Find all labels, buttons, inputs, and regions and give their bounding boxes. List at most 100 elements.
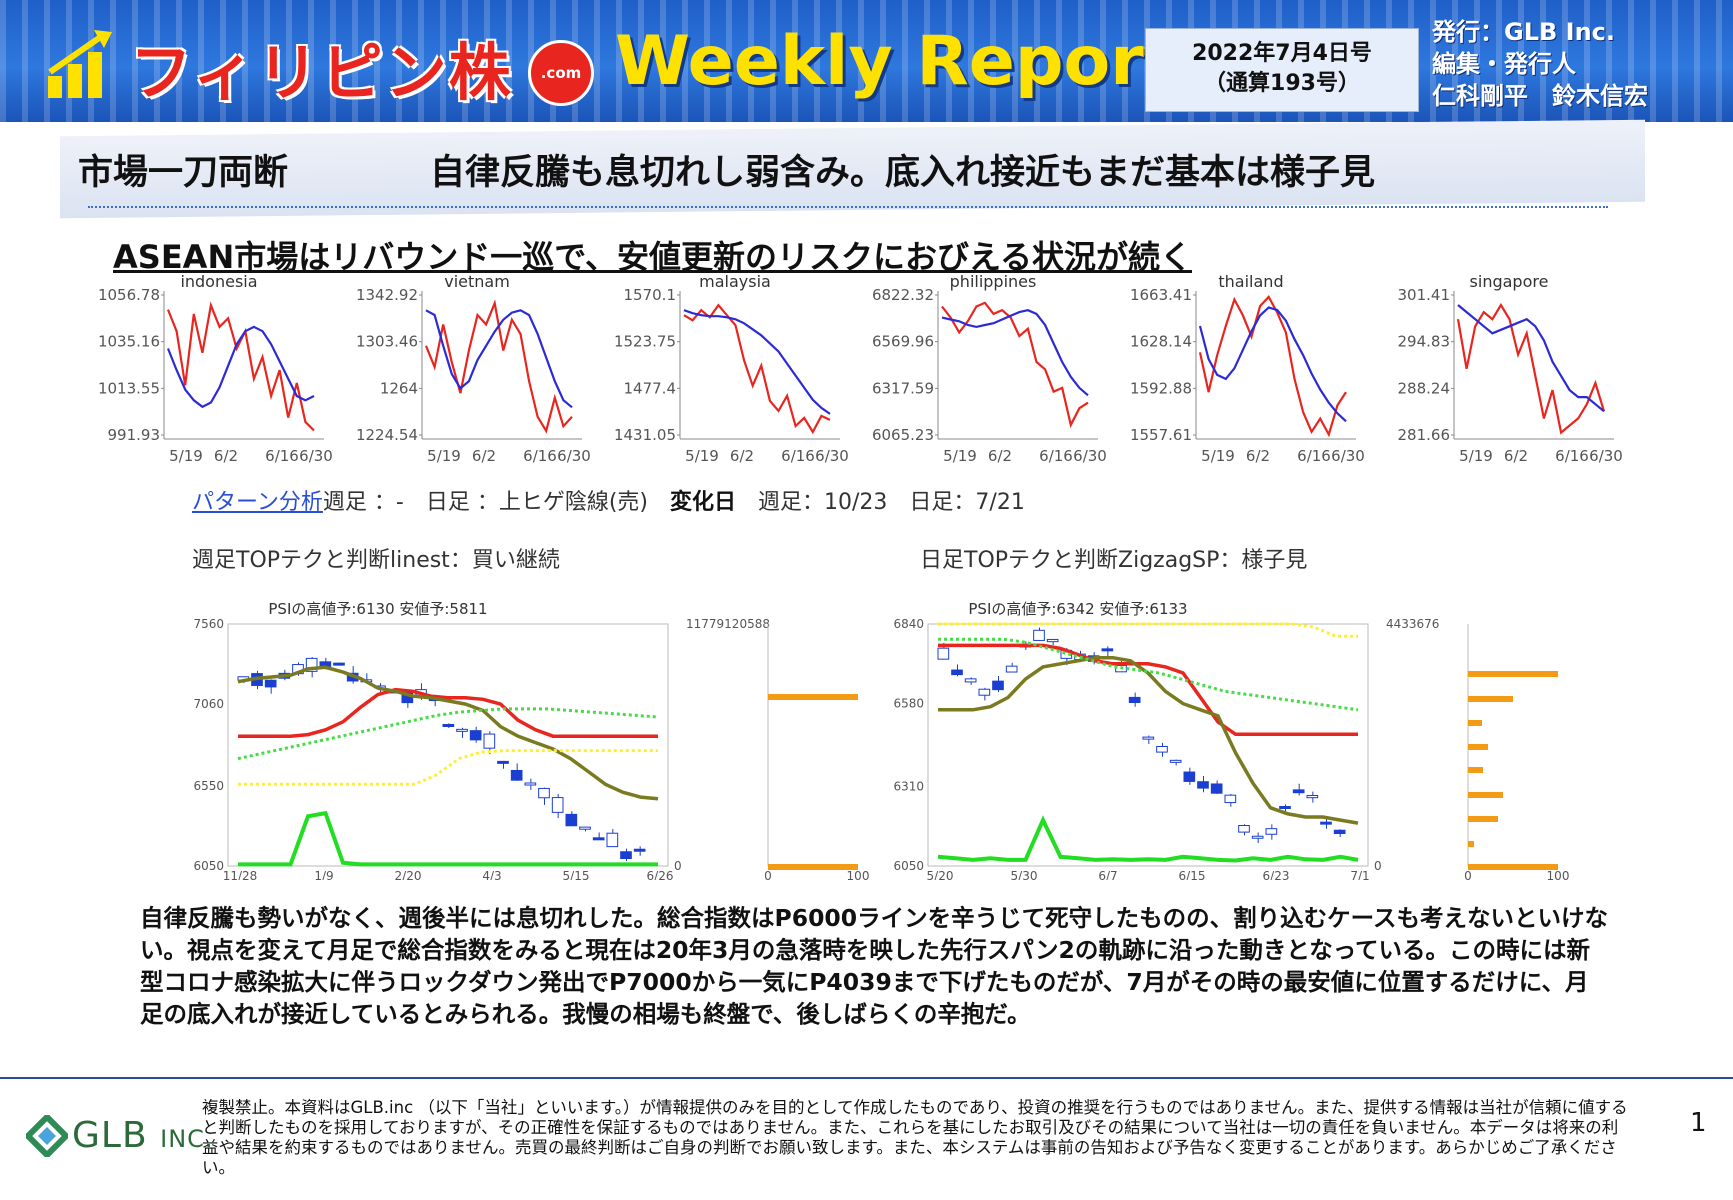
mini-x-tick: 6/30 <box>1589 447 1623 465</box>
issue-date: 2022年7月4日号 <box>1192 41 1372 66</box>
header-banner <box>0 0 1733 122</box>
mini-chart-philippines: philippines 6822.32 6569.96 6317.59 6065.23 5… <box>872 275 1107 465</box>
mini-chart-vietnam: vietnam 1342.92 1303.46 1264 1224.54 5/19 6/2 6… <box>356 275 591 465</box>
volume-bar <box>1468 744 1488 750</box>
mini-series-line-1 <box>941 309 1089 397</box>
pattern-analysis-line: パターン分析週足 ：- 日足 ：上ヒゲ陰線(売) 変化日 週足：10/23 日足… <box>192 484 1025 516</box>
mini-y-tick: 1264 <box>380 379 418 397</box>
volume-bar <box>1468 792 1503 798</box>
candle-body <box>551 797 564 813</box>
mini-y-tick: 1431.05 <box>614 426 676 444</box>
mini-y-tick: 281.66 <box>1398 426 1451 444</box>
mini-x-tick: 6/2 <box>472 447 496 465</box>
mini-x-tick: 6/16 <box>1555 447 1589 465</box>
glb-name: GLB <box>72 1115 148 1156</box>
mini-x-tick: 6/16 <box>523 447 557 465</box>
candle-body <box>1156 745 1168 753</box>
report-title: Weekly Report <box>615 22 1177 101</box>
candle-body <box>1224 794 1237 804</box>
tech-x-tick: 7/1 <box>1350 869 1369 880</box>
candle-body <box>1306 794 1319 799</box>
tech-y-tick: 6550 <box>193 779 224 793</box>
mini-x-tick: 5/19 <box>169 447 203 465</box>
mini-chart-malaysia: malaysia 1570.1 1523.75 1477.4 1431.05 5/19 6/… <box>614 275 849 465</box>
mini-chart-title: indonesia <box>180 275 257 291</box>
commentary-text: 自律反騰も勢いがなく、週後半には息切れした。総合指数はP6000ラインを辛うじて… <box>140 904 1608 1028</box>
candle-body <box>469 730 482 741</box>
mini-series-line-1 <box>683 309 831 415</box>
candle-body <box>1333 829 1346 835</box>
mini-y-tick: 1342.92 <box>356 286 418 304</box>
weekly-chart-caption: 週足TOPテクと判断linest：買い継続 <box>192 548 560 573</box>
mini-x-tick: 6/2 <box>214 447 238 465</box>
mini-chart-title: singapore <box>1470 275 1549 291</box>
disclaimer-text: 複製禁止。本資料はGLB.inc （以下「当社」といいます。）が情報提供のみを目… <box>202 1098 1628 1177</box>
mini-y-tick: 301.41 <box>1398 286 1451 304</box>
candle-body <box>937 647 950 660</box>
footer-divider <box>0 1077 1733 1079</box>
tech-x-tick: 6/15 <box>1179 869 1206 880</box>
mini-x-tick: 6/30 <box>1331 447 1365 465</box>
mini-chart-thailand: thailand 1663.41 1628.14 1592.88 1557.61 5/19… <box>1130 275 1365 465</box>
candle-body <box>1279 806 1291 810</box>
mini-y-tick: 294.83 <box>1398 333 1451 351</box>
pattern-analysis-link[interactable]: パターン分析 <box>192 490 323 515</box>
page-number: 1 <box>1690 1108 1707 1138</box>
pattern-text: 週足 ：- 日足 ：上ヒゲ陰線(売) <box>322 490 670 515</box>
candle-body <box>1238 824 1250 833</box>
mini-chart-title: thailand <box>1218 275 1283 291</box>
tech-x-tick: 6/23 <box>1263 869 1290 880</box>
volume-bar <box>1468 696 1513 702</box>
candle-body <box>1101 648 1114 652</box>
mini-y-tick: 1557.61 <box>1130 426 1192 444</box>
mini-y-tick: 1592.88 <box>1130 379 1192 397</box>
candle-body <box>333 662 345 666</box>
tech-y-tick: 6050 <box>893 859 924 873</box>
mini-y-tick: 1663.41 <box>1130 286 1192 304</box>
baseline-red <box>938 643 1358 737</box>
mini-chart-title: philippines <box>950 275 1037 291</box>
mini-x-tick: 6/2 <box>1504 447 1528 465</box>
mini-x-tick: 5/19 <box>1201 447 1235 465</box>
mini-y-tick: 6569.96 <box>872 333 934 351</box>
mini-chart-indonesia: indonesia 1056.78 1035.16 1013.55 991.93 5/19… <box>98 275 333 465</box>
volume-bar <box>768 694 858 700</box>
tech-chart-weekly: PSIの高値予:6130 安値予:5811 7560 7060 6550 605011/… <box>193 600 869 880</box>
tech-chart-title: PSIの高値予:6130 安値予:5811 <box>268 600 487 618</box>
candle-body <box>1169 759 1182 763</box>
dotted-divider <box>88 206 1608 208</box>
candle-body <box>1142 736 1155 740</box>
mini-x-tick: 5/19 <box>685 447 719 465</box>
tech-x-tick: 5/30 <box>1011 869 1038 880</box>
publisher-info: 発行：GLB Inc. 編集・発行人 仁科剛平 鈴木信宏 <box>1432 16 1648 112</box>
editor-label: 編集・発行人 <box>1432 50 1576 78</box>
mini-x-tick: 6/16 <box>1297 447 1331 465</box>
tech-x-tick: 2/20 <box>395 869 422 880</box>
tech-y-tick: 7560 <box>193 617 224 631</box>
brand-logo-text: フィリピン株 <box>130 36 513 109</box>
volume-bar <box>1468 671 1558 677</box>
tech-plot-area <box>227 623 669 867</box>
asean-mini-charts: indonesia 1056.78 1035.16 1013.55 991.93 5/19… <box>98 275 1623 465</box>
tech-x-tick: 5/15 <box>563 869 590 880</box>
mini-y-tick: 6822.32 <box>872 286 934 304</box>
candle-body <box>565 813 578 827</box>
mini-y-tick: 1035.16 <box>98 333 160 351</box>
conversion-line <box>938 655 1359 825</box>
mini-x-tick: 6/2 <box>988 447 1012 465</box>
dotcom-badge: .com <box>528 40 594 106</box>
tech-chart-title: PSIの高値予:6342 安値予:6133 <box>968 600 1187 618</box>
volume-bar <box>1468 767 1483 773</box>
candle-body <box>524 782 537 786</box>
candle-body <box>964 678 977 683</box>
tech-x-tick: 11/28 <box>223 869 258 880</box>
glb-suffix: INC. <box>160 1125 214 1153</box>
volume-bar <box>1468 864 1558 870</box>
section-label: 市場一刀両断 <box>78 153 289 193</box>
leading-span-2 <box>938 622 1358 638</box>
tech-right-axis-label: 4433676 <box>1386 617 1439 631</box>
growth-chart-icon <box>48 30 112 98</box>
candle-body <box>1046 638 1059 643</box>
mini-series-line-0 <box>1456 302 1606 435</box>
daily-chart-caption: 日足TOPテクと判断ZigzagSP：様子見 <box>920 548 1308 573</box>
